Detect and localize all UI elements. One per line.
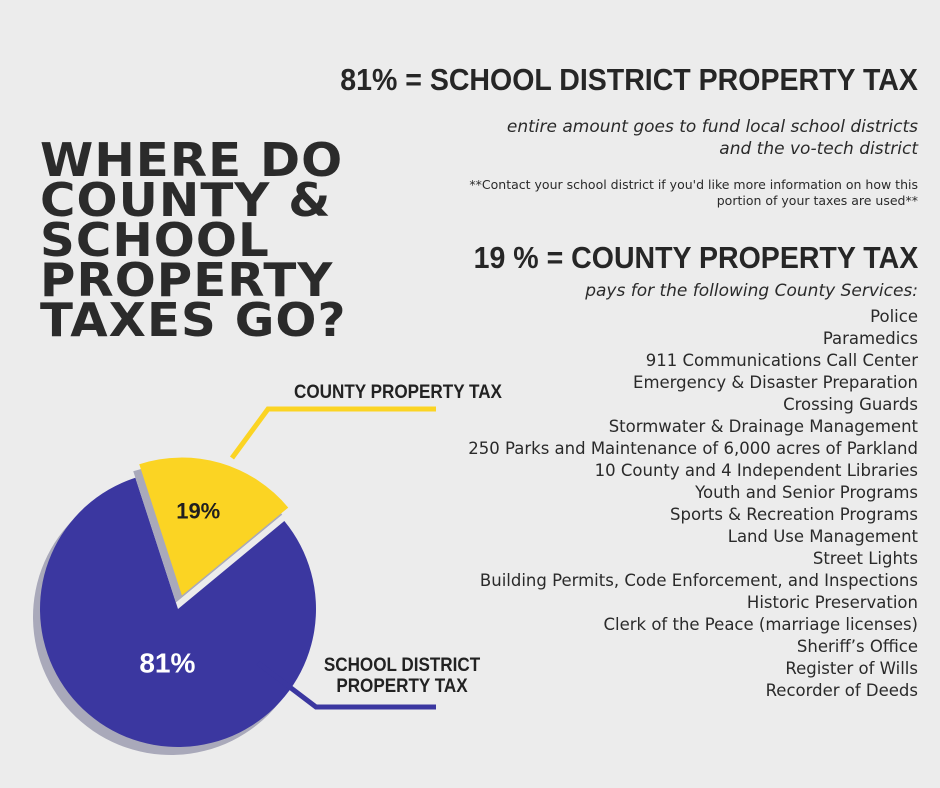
- service-item: 10 County and 4 Independent Libraries: [594, 461, 918, 480]
- service-item: Youth and Senior Programs: [695, 483, 918, 502]
- service-item: Sheriff’s Office: [796, 637, 918, 656]
- school-tax-note: **Contact your school district if you'd …: [469, 177, 918, 208]
- title-line: WHERE DO: [40, 133, 344, 187]
- service-item: Sports & Recreation Programs: [670, 505, 918, 524]
- page-title: WHERE DO COUNTY & SCHOOL PROPERTY TAXES …: [40, 137, 420, 343]
- data-label-school: 81%: [139, 648, 195, 679]
- county-services-list: Police Paramedics 911 Communications Call …: [468, 306, 918, 702]
- county-tax-heading: 19 % = COUNTY PROPERTY TAX: [473, 240, 918, 275]
- pie-slice-county: [139, 457, 289, 596]
- category-label: PROPERTY TAX: [336, 675, 467, 696]
- service-item: Historic Preservation: [746, 593, 918, 612]
- service-item: Stormwater & Drainage Management: [608, 417, 918, 436]
- school-tax-heading: 81% = SCHOOL DISTRICT PROPERTY TAX: [340, 62, 918, 97]
- pie-chart: 19% 81% COUNTY PROPERTY TAX SCHOOL DISTRICT…: [33, 381, 502, 755]
- service-item: Emergency & Disaster Preparation: [633, 373, 918, 392]
- service-item: Clerk of the Peace (marriage licenses): [603, 615, 919, 634]
- title-line: SCHOOL: [40, 213, 270, 267]
- service-item: Police: [870, 307, 918, 326]
- service-item: 911 Communications Call Center: [645, 351, 918, 370]
- title-line: COUNTY &: [40, 173, 332, 227]
- category-label: COUNTY PROPERTY TAX: [294, 381, 502, 402]
- category-label: SCHOOL DISTRICT: [324, 654, 480, 675]
- leader-line-school: [256, 661, 436, 710]
- service-item: Register of Wills: [785, 659, 918, 678]
- data-label-county: 19%: [176, 499, 220, 524]
- county-tax-subheading: pays for the following County Services:: [585, 281, 918, 301]
- service-item: Recorder of Deeds: [765, 681, 918, 700]
- service-item: Building Permits, Code Enforcement, and …: [479, 571, 918, 590]
- title-line: TAXES GO?: [40, 293, 347, 347]
- service-item: Crossing Guards: [783, 395, 918, 414]
- service-item: Street Lights: [812, 549, 918, 568]
- service-item: Paramedics: [822, 329, 918, 348]
- service-item: 250 Parks and Maintenance of 6,000 acres…: [468, 439, 918, 458]
- service-item: Land Use Management: [727, 527, 918, 546]
- school-tax-description: entire amount goes to fund local school …: [506, 117, 918, 159]
- pie-slice-school: [40, 477, 316, 747]
- leader-line-county: [229, 406, 436, 460]
- title-line: PROPERTY: [40, 253, 334, 307]
